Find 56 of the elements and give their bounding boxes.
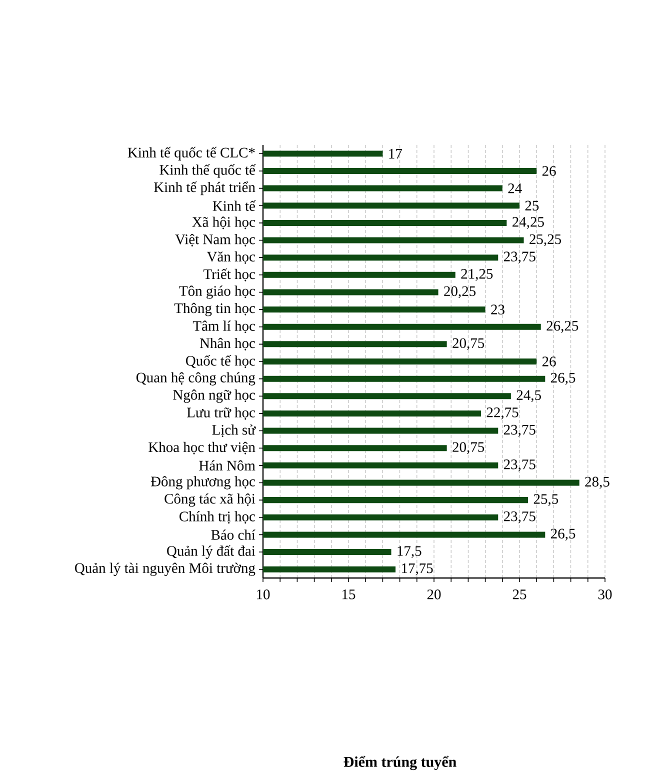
y-tick-label: Tâm lí học xyxy=(192,320,256,334)
y-tick-label: Lưu trữ học xyxy=(187,407,256,420)
y-tick-label: Xã hội học xyxy=(192,216,256,230)
x-tick-label: 15 xyxy=(342,590,356,600)
data-label: 23,75 xyxy=(504,511,536,524)
x-tick-label: 10 xyxy=(257,590,270,600)
text: Điểm trúng tuyển xyxy=(344,756,456,770)
data-label: 24,25 xyxy=(512,217,544,229)
data-label: 21,25 xyxy=(461,268,493,281)
y-tick-label: Chính trị học xyxy=(180,511,256,524)
y-tick-label: Khoa học thư viện xyxy=(148,442,256,454)
data-label: 25,25 xyxy=(530,234,562,246)
data-label: 17 xyxy=(389,148,402,158)
data-label: 26,5 xyxy=(550,528,576,541)
x-tick-label: 25 xyxy=(512,590,526,600)
y-tick-label: Kinh tế xyxy=(212,200,256,211)
y-tick-label: Văn học xyxy=(206,251,256,264)
y-tick-label: Nhân học xyxy=(200,338,256,350)
y-tick-label: Quốc tế học xyxy=(186,355,256,368)
y-tick-label: Quản lý đất đai xyxy=(167,545,256,559)
data-label: 26 xyxy=(542,166,556,176)
y-tick-label: Kinh tế quốc tế CLC* xyxy=(128,146,255,160)
data-label: 20,75 xyxy=(452,442,484,454)
y-tick-label: Công tác xã hội xyxy=(164,493,256,507)
y-tick-label: Lịch sử xyxy=(212,424,256,438)
data-label: 26,25 xyxy=(546,320,578,333)
data-label: 28,5 xyxy=(585,476,610,489)
data-label: 20,75 xyxy=(452,338,484,350)
y-tick-label: Quan hệ công chúng xyxy=(136,372,256,386)
data-label: 24 xyxy=(508,184,522,194)
data-label: 25,5 xyxy=(534,494,558,506)
data-label: 25 xyxy=(525,200,539,210)
y-tick-label: Đông phương học xyxy=(150,476,256,490)
data-label: 23,75 xyxy=(504,424,536,437)
x-tick-label: 20 xyxy=(427,590,441,600)
data-label: 24,5 xyxy=(516,390,541,402)
y-tick-label: Quản lý tài nguyên Môi trường xyxy=(75,562,256,576)
data-label: 26 xyxy=(542,356,556,366)
data-label: 23 xyxy=(491,304,504,314)
y-tick-label: Thông tin học xyxy=(174,302,256,316)
y-tick-label: Kinh thế quốc tế xyxy=(160,164,256,178)
y-tick-label: Việt Nam học xyxy=(175,234,256,247)
data-label: 23,75 xyxy=(504,460,536,472)
data-label: 26,5 xyxy=(550,372,576,385)
y-tick-label: Báo chí xyxy=(211,530,256,540)
y-tick-label: Triết học xyxy=(204,268,256,282)
x-tick-label: 30 xyxy=(598,590,612,600)
y-tick-label: Hán Nôm xyxy=(199,460,256,471)
y-tick-label: Ngôn ngữ học xyxy=(173,390,256,403)
y-tick-label: Kinh tế phát triển xyxy=(154,182,256,196)
y-tick-label: Tôn giáo học xyxy=(179,286,256,299)
data-label: 17,5 xyxy=(398,546,422,558)
data-label: 20,25 xyxy=(444,286,476,298)
data-label: 17,75 xyxy=(402,563,433,576)
data-label: 22,75 xyxy=(486,408,518,420)
data-label: 23,75 xyxy=(504,252,536,264)
